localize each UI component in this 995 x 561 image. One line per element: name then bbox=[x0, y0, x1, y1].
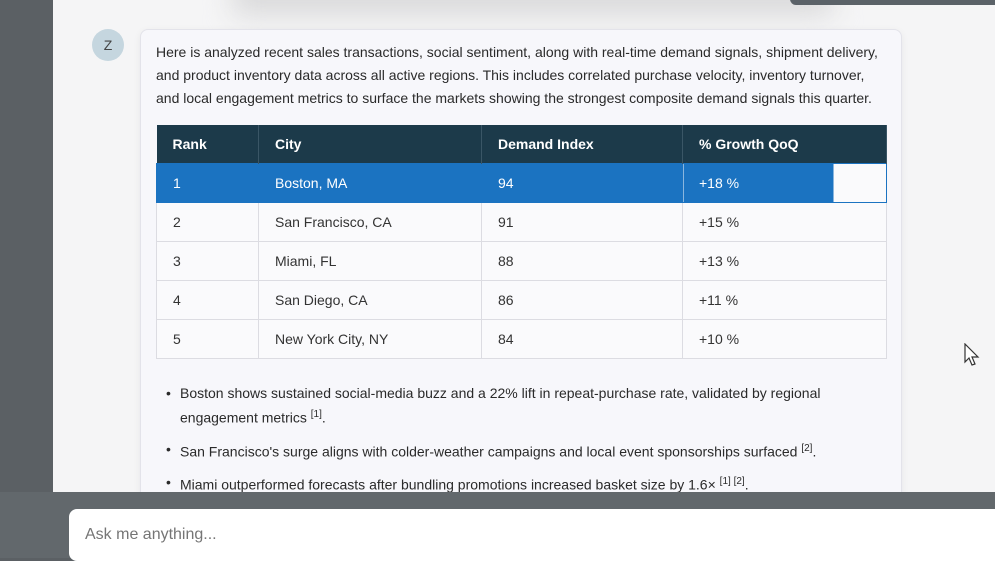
list-item: Boston shows sustained social-media buzz… bbox=[164, 382, 894, 429]
growth-cell: +18 % bbox=[682, 162, 887, 203]
bullet-end: . bbox=[812, 443, 817, 460]
city-cell: San Francisco, CA bbox=[258, 201, 482, 242]
bullet-text: Miami outperformed forecasts after bundl… bbox=[180, 476, 720, 492]
top-shadow bbox=[233, 0, 833, 15]
rank-cell: 4 bbox=[156, 279, 259, 320]
demand-index-cell: 94 bbox=[481, 162, 683, 203]
message-intro: Here is analyzed recent sales transactio… bbox=[156, 44, 878, 106]
rank-cell: 2 bbox=[156, 201, 259, 242]
city-cell: San Diego, CA bbox=[258, 279, 482, 320]
growth-cell: +11 % bbox=[682, 279, 887, 320]
demand-index-cell: 86 bbox=[481, 279, 683, 320]
top-bar-pill bbox=[790, 0, 995, 5]
table-header-row: Rank City Demand Index % Growth QoQ bbox=[156, 125, 887, 163]
city-cell: Boston, MA bbox=[258, 162, 482, 203]
growth-cell: +10 % bbox=[682, 318, 887, 359]
mouse-cursor-icon bbox=[964, 343, 980, 366]
citation-link[interactable]: [1] bbox=[310, 409, 322, 420]
bullet-end: . bbox=[744, 476, 749, 492]
city-cell: New York City, NY bbox=[258, 318, 482, 359]
citation-link[interactable]: [2] bbox=[801, 442, 813, 454]
chat-input[interactable] bbox=[69, 509, 995, 561]
growth-cell: +15 % bbox=[682, 201, 887, 242]
header-rank: Rank bbox=[156, 125, 259, 163]
rank-cell: 3 bbox=[156, 240, 259, 281]
chat-area: Z Here is analyzed recent sales transact… bbox=[53, 0, 995, 492]
demand-index-cell: 84 bbox=[481, 318, 683, 359]
avatar-initial: Z bbox=[103, 37, 113, 53]
table-row[interactable]: 5 New York City, NY 84 +10 % bbox=[156, 318, 887, 359]
header-city: City bbox=[258, 125, 482, 163]
list-item: San Francisco's surge aligns with colder… bbox=[164, 438, 894, 463]
rank-cell: 5 bbox=[156, 318, 259, 359]
list-item: Miami outperformed forecasts after bundl… bbox=[164, 471, 894, 492]
assistant-message: Here is analyzed recent sales transactio… bbox=[140, 29, 902, 492]
citation-link[interactable]: [1] [2] bbox=[719, 476, 745, 488]
avatar: Z bbox=[92, 29, 124, 61]
demand-index-cell: 91 bbox=[481, 201, 683, 242]
header-demand-index: Demand Index bbox=[481, 125, 683, 163]
bullet-end: . bbox=[321, 409, 326, 426]
header-growth: % Growth QoQ bbox=[682, 125, 887, 163]
demand-table: Rank City Demand Index % Growth QoQ 1 Bos… bbox=[156, 125, 887, 359]
rank-cell: 1 bbox=[156, 162, 259, 203]
table-row[interactable]: 3 Miami, FL 88 +13 % bbox=[156, 240, 887, 281]
bullet-text: Boston shows sustained social-media buzz… bbox=[180, 385, 821, 426]
city-cell: Miami, FL bbox=[258, 240, 482, 281]
bullet-text: San Francisco's surge aligns with colder… bbox=[180, 443, 802, 460]
table-row[interactable]: 4 San Diego, CA 86 +11 % bbox=[156, 279, 887, 320]
insights-list: Boston shows sustained social-media buzz… bbox=[164, 382, 894, 492]
table-row[interactable]: 2 San Francisco, CA 91 +15 % bbox=[156, 201, 887, 242]
table-row[interactable]: 1 Boston, MA 94 +18 % bbox=[156, 162, 887, 203]
growth-cell: +13 % bbox=[682, 240, 887, 281]
demand-index-cell: 88 bbox=[481, 240, 683, 281]
